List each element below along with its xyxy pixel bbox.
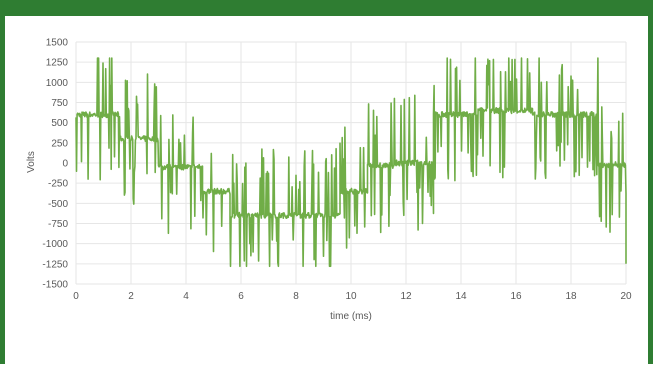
grid-lines — [75, 41, 627, 285]
x-tick-label: 12 — [400, 291, 412, 302]
y-tick-label: 250 — [51, 138, 68, 149]
voltage-series-line — [75, 57, 627, 268]
y-tick-label: 1250 — [46, 58, 69, 69]
x-tick-label: 16 — [510, 291, 522, 302]
x-tick-label: 20 — [620, 291, 632, 302]
y-tick-label: -1500 — [42, 280, 68, 291]
x-tick-label: 10 — [345, 291, 357, 302]
y-tick-label: -1250 — [42, 259, 68, 270]
y-axis-label: Volts — [26, 151, 37, 173]
x-tick-label: 0 — [73, 291, 79, 302]
x-tick-label: 2 — [128, 291, 134, 302]
x-axis-label: time (ms) — [330, 311, 372, 322]
y-tick-label: 1000 — [46, 78, 69, 89]
x-tick-label: 6 — [238, 291, 244, 302]
y-tick-label: 500 — [51, 118, 68, 129]
voltage-chart: -1500-1250-1000-750-500-2500250500750100… — [26, 38, 632, 323]
x-tick-label: 4 — [183, 291, 189, 302]
x-tick-label: 14 — [455, 291, 467, 302]
y-tick-label: -250 — [48, 179, 68, 190]
y-tick-label: 1500 — [46, 38, 69, 49]
y-tick-label: 0 — [62, 159, 68, 170]
x-tick-labels: 0 2 4 6 8 10 12 14 16 18 20 — [73, 291, 632, 302]
y-tick-label: -1000 — [42, 239, 68, 250]
y-tick-labels: -1500 -1250 -1000 -750 -500 -250 0 250 500 750 100… — [42, 38, 68, 291]
y-tick-label: -750 — [48, 219, 68, 230]
chart-panel: -1500 -1250 -1000 -750 -500 -250 0 250 500 750 100… — [5, 16, 648, 364]
x-tick-label: 8 — [293, 291, 299, 302]
y-tick-label: -500 — [48, 199, 68, 210]
x-tick-label: 18 — [565, 291, 577, 302]
y-tick-label: 750 — [51, 98, 68, 109]
